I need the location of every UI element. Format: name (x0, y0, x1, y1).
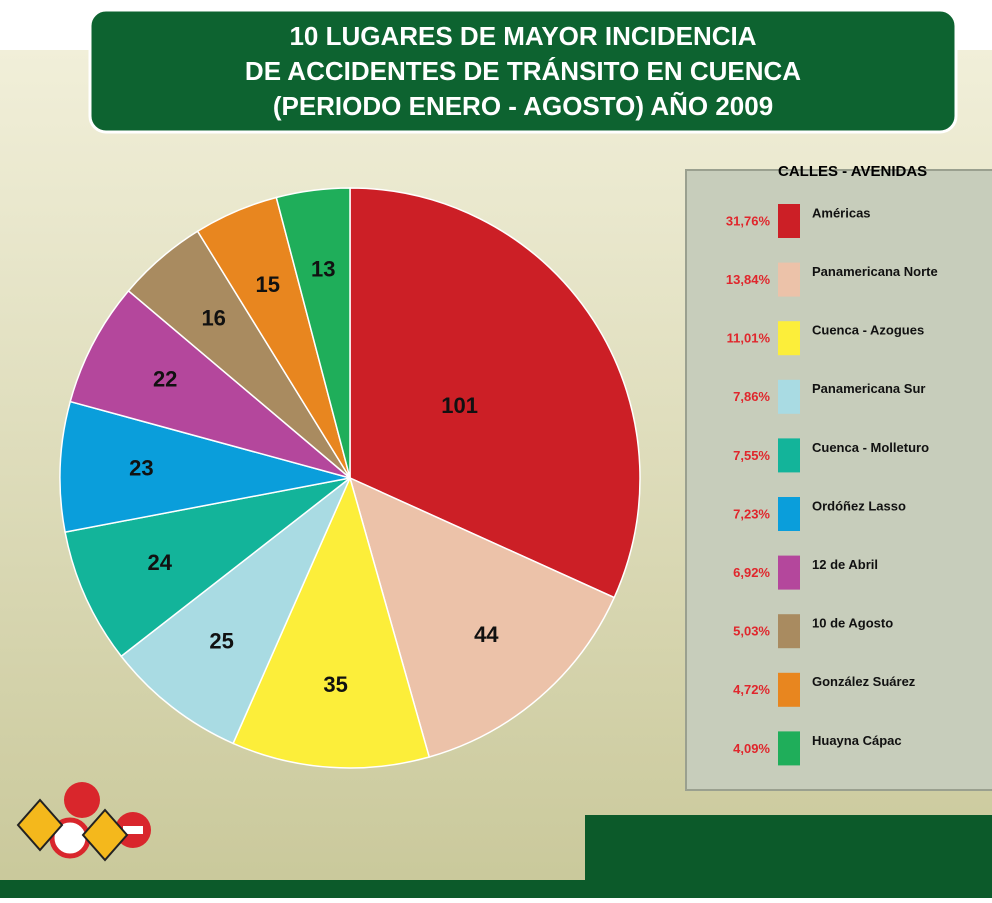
legend-percent: 6,92% (733, 565, 770, 580)
slice-label: 44 (474, 622, 499, 647)
chart-title: (PERIODO ENERO - AGOSTO) AÑO 2009 (273, 91, 773, 121)
legend-title: CALLES - AVENIDAS (778, 163, 927, 180)
legend-percent: 7,23% (733, 506, 770, 521)
slice-label: 23 (129, 456, 153, 481)
slice-label: 24 (148, 550, 173, 575)
legend-label: 12 de Abril (812, 557, 878, 572)
legend-percent: 13,84% (726, 272, 771, 287)
legend-label: Huayna Cápac (812, 733, 902, 748)
legend-label: Panamericana Sur (812, 381, 925, 396)
legend-swatch (778, 321, 800, 356)
pie-slice (120, 477, 351, 745)
legend-label: González Suárez (812, 674, 916, 689)
slice-label: 15 (255, 272, 279, 297)
legend-label: Panamericana Norte (812, 264, 938, 279)
pie-slice (59, 400, 351, 533)
legend-percent: 31,76% (726, 213, 771, 228)
pie-slice (349, 187, 641, 599)
slice-label: 25 (209, 629, 233, 654)
chart-title: 10 LUGARES DE MAYOR INCIDENCIA (289, 21, 756, 51)
legend-percent: 7,55% (733, 448, 770, 463)
legend-label: Ordóñez Lasso (812, 498, 906, 513)
legend-label: 10 de Agosto (812, 616, 893, 631)
legend-label: Américas (812, 205, 871, 220)
pie-slice (348, 476, 616, 758)
legend-swatch (778, 731, 800, 766)
legend-percent: 4,09% (733, 741, 770, 756)
legend-swatch (778, 262, 800, 297)
legend-percent: 11,01% (727, 331, 771, 346)
pie-slice (232, 475, 431, 769)
slice-label: 13 (311, 257, 335, 282)
legend-percent: 4,72% (733, 682, 770, 697)
legend-swatch (778, 379, 800, 414)
legend-label: Cuenca - Molleturo (812, 440, 929, 455)
traffic-signs (16, 782, 151, 862)
slice-label: 35 (323, 672, 347, 697)
legend-percent: 5,03% (733, 624, 770, 639)
legend-swatch (778, 614, 800, 649)
footer-bar (0, 880, 992, 898)
legend-swatch (778, 438, 800, 473)
slice-label: 22 (153, 367, 177, 392)
legend-label: Cuenca - Azogues (812, 323, 924, 338)
legend-panel (685, 169, 992, 791)
pie-slice (275, 187, 351, 479)
slice-label: 101 (441, 393, 478, 418)
legend-swatch (778, 204, 800, 238)
legend-percent: 7,86% (733, 389, 770, 404)
slice-label: 16 (201, 306, 225, 331)
legend-swatch (778, 497, 800, 531)
chart-title: DE ACCIDENTES DE TRÁNSITO EN CUENCA (245, 56, 801, 86)
title-box (88, 8, 958, 134)
footer-block (585, 815, 992, 885)
pie-slice (64, 477, 351, 658)
pie-slice (69, 289, 351, 479)
legend-swatch (778, 672, 800, 707)
legend-swatch (778, 555, 800, 590)
